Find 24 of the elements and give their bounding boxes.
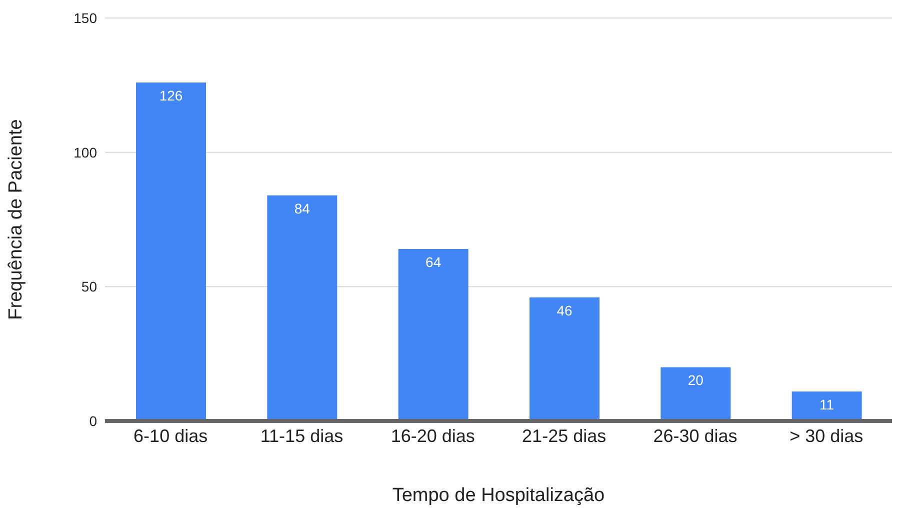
data-label: 20: [688, 372, 704, 388]
x-tick-label: 6-10 dias: [134, 426, 208, 446]
y-axis-title: Frequência de Paciente: [6, 119, 27, 320]
x-axis-title: Tempo de Hospitalização: [392, 485, 605, 506]
x-tick-label: 16-20 dias: [390, 426, 475, 446]
x-tick-label: 11-15 dias: [260, 426, 344, 446]
y-tick-label: 100: [74, 144, 98, 160]
bar: [660, 367, 731, 421]
bar: [530, 297, 600, 421]
data-label: 46: [556, 302, 572, 318]
x-tick-label: 26-30 dias: [653, 426, 738, 446]
bar: [398, 249, 468, 421]
bar: [267, 195, 338, 421]
bar: [792, 391, 862, 421]
y-tick-label: 0: [89, 412, 98, 429]
data-label: 11: [820, 396, 834, 412]
x-tick-label: 21-25 dias: [522, 426, 606, 446]
x-tick-label: > 30 dias: [790, 426, 864, 446]
bar: [136, 82, 206, 421]
y-tick-label: 50: [81, 278, 98, 295]
data-label: 126: [159, 87, 183, 104]
data-label: 64: [426, 254, 442, 270]
y-tick-label: 150: [74, 10, 98, 26]
data-label: 84: [294, 200, 310, 216]
